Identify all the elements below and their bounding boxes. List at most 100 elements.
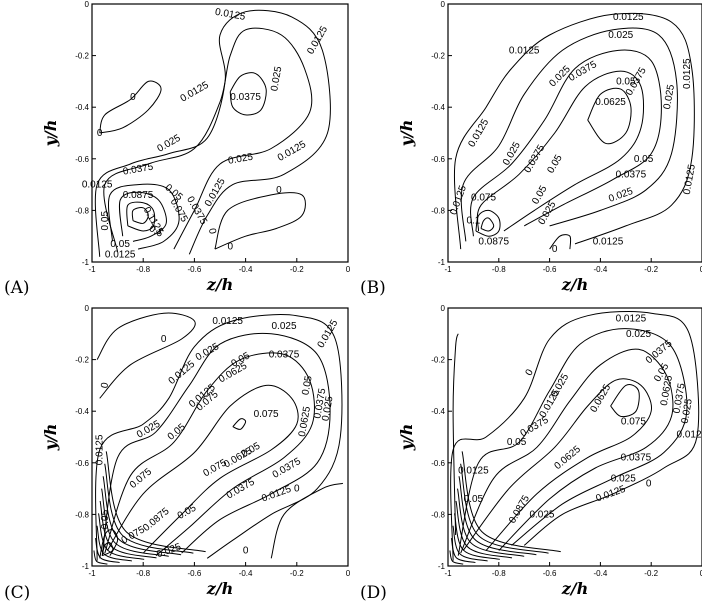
contour-label: 0.0625 <box>552 444 583 472</box>
contour-label: 0.05 <box>616 76 636 87</box>
contour-label: 0.075 <box>120 524 148 546</box>
contour-label: 0.0875 <box>123 190 154 201</box>
y-axis-label: y/h <box>41 424 60 452</box>
contour-label: 0.0125 <box>214 7 246 23</box>
contour-line <box>453 12 695 250</box>
contour-label: 0.0375 <box>225 476 257 501</box>
contour-line <box>455 500 513 559</box>
contour-label: 0.0375 <box>122 161 154 177</box>
contour-label: 0.025 <box>611 473 636 484</box>
y-tick-label: -0.6 <box>75 155 89 164</box>
x-tick-label: -0.6 <box>543 265 557 274</box>
contour-label: 0.0125 <box>105 249 136 260</box>
contour-line <box>549 234 572 250</box>
x-tick-label: 0 <box>346 265 351 274</box>
contour-lines <box>449 311 700 565</box>
contour-label: 0.0375 <box>230 92 261 103</box>
panel-a: -1 -0.8 -0.6 -0.4 -0.2 0 0 -0.2 -0.4 -0.6 -0.8 -1 z/… <box>4 0 351 298</box>
contour-line <box>98 513 145 560</box>
x-tick-label: -0.4 <box>594 265 608 274</box>
contour-label: 0.0125 <box>593 236 624 247</box>
contour-label: 0.0375 <box>644 338 675 366</box>
contour-line <box>454 513 500 560</box>
x-axis-label: z/h <box>561 579 589 598</box>
contour-label: 0.0125 <box>82 180 113 191</box>
panel-d: -1 -0.8 -0.6 -0.4 -0.2 0 0 -0.2 -0.4 -0.6 -0.8 -1 z/… <box>360 304 702 603</box>
contour-line <box>461 451 561 553</box>
contour-line <box>214 192 306 250</box>
x-tick-label: 0 <box>700 569 702 578</box>
contour-label: 0.05 <box>166 421 188 442</box>
y-axis-label: y/h <box>397 120 416 148</box>
x-tick-label: -0.4 <box>594 569 608 578</box>
contour-label: 0.05 <box>110 239 130 250</box>
contour-label: 0.0375 <box>269 349 300 360</box>
panel-c: -1 -0.8 -0.6 -0.4 -0.2 0 0 -0.2 -0.4 -0.6 -0.8 -1 z/… <box>4 304 351 603</box>
y-tick-label: -0.6 <box>75 459 89 468</box>
contour-label: 0.0125 <box>677 429 702 440</box>
contour-label: 0 <box>161 334 167 345</box>
x-tick-label: -0.6 <box>188 569 202 578</box>
contour-line <box>475 209 501 237</box>
y-tick-label: 0 <box>441 0 446 9</box>
contour-line <box>104 352 315 557</box>
contour-label: 0.025 <box>662 83 677 110</box>
y-tick-label: -1 <box>438 258 446 267</box>
contour-label: 0.0375 <box>672 382 688 414</box>
contour-label: 0.0375 <box>312 387 328 419</box>
x-axis-label: z/h <box>561 275 589 294</box>
contour-label: 0.0125 <box>179 80 211 105</box>
contour-label: 0.05 <box>100 211 111 231</box>
y-tick-label: -0.6 <box>431 155 445 164</box>
x-axis-label: z/h <box>206 579 234 598</box>
plot-frame <box>447 307 702 567</box>
contour-line <box>450 311 700 561</box>
contour-lines <box>453 12 695 250</box>
contour-label: 0.0625 <box>595 97 626 108</box>
x-tick-label: -0.8 <box>136 265 150 274</box>
plot-frame <box>91 3 349 263</box>
contour-label: 0.0125 <box>467 117 492 149</box>
contour-label: 0.05 <box>176 502 199 521</box>
contour-line <box>229 72 267 116</box>
y-axis-label: y/h <box>397 424 416 452</box>
contour-line <box>460 348 674 554</box>
contour-label: 0 <box>294 484 300 495</box>
contour-line <box>99 500 157 559</box>
x-tick-label: -0.2 <box>644 569 658 578</box>
x-tick-label: -1 <box>444 265 452 274</box>
y-tick-label: -0.6 <box>431 459 445 468</box>
contour-label: 0.05 <box>100 509 111 529</box>
y-tick-label: -1 <box>438 562 446 571</box>
y-tick-label: -0.2 <box>75 356 89 365</box>
contour-label: 0.025 <box>194 341 222 363</box>
contour-label: 0 <box>227 242 233 253</box>
y-tick-label: -0.4 <box>75 103 89 112</box>
x-tick-label: -0.4 <box>239 569 253 578</box>
contour-line <box>93 550 108 565</box>
contour-label: 0.025 <box>626 329 651 340</box>
panel-label: (C) <box>4 583 30 603</box>
contour-label: 0.025 <box>529 509 554 520</box>
x-tick-label: -0.6 <box>188 265 202 274</box>
contour-label: 0.05 <box>300 375 314 397</box>
contour-line <box>96 525 133 562</box>
contour-line <box>99 80 162 134</box>
contour-label: 0.0125 <box>95 434 106 465</box>
contour-label: 0.0125 <box>448 184 469 217</box>
contour-label: 0.075 <box>254 409 279 420</box>
contour-label: 0.0875 <box>478 236 509 247</box>
contour-line <box>232 418 247 430</box>
panel-b: -1 -0.8 -0.6 -0.4 -0.2 0 0 -0.2 -0.4 -0.6 -0.8 -1 z/… <box>360 0 702 298</box>
contour-line <box>458 476 537 556</box>
y-tick-label: -0.4 <box>431 407 445 416</box>
contour-label: 0.0625 <box>659 374 675 406</box>
contour-label: 0.0125 <box>509 45 540 56</box>
contour-label: 0.075 <box>471 193 496 204</box>
panel-label: (A) <box>4 278 30 298</box>
y-tick-label: -0.8 <box>75 510 89 519</box>
contour-line <box>131 207 149 224</box>
contour-label: 0 <box>206 227 218 235</box>
x-tick-label: -0.8 <box>136 569 150 578</box>
